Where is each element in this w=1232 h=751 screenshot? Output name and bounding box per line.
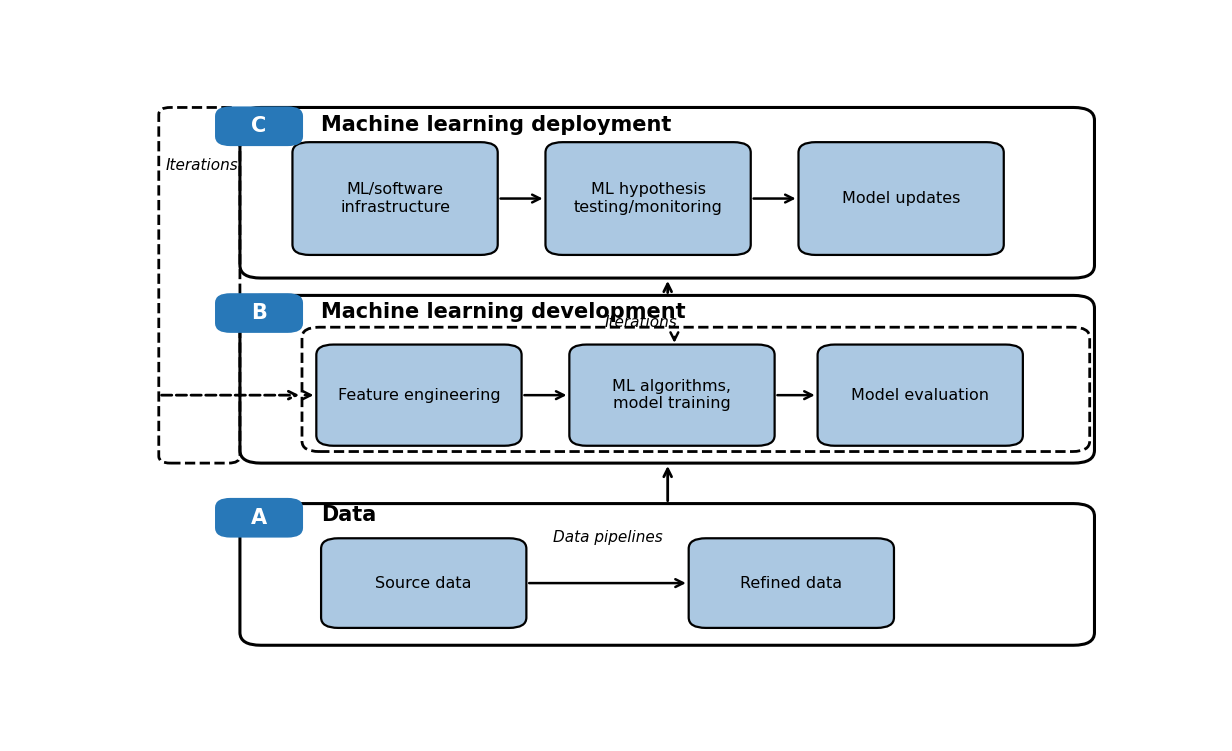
Text: Data pipelines: Data pipelines [553, 530, 663, 545]
Text: Data: Data [322, 505, 376, 525]
FancyBboxPatch shape [240, 295, 1094, 463]
Text: A: A [251, 508, 267, 528]
Text: Machine learning development: Machine learning development [322, 302, 686, 321]
FancyBboxPatch shape [818, 345, 1023, 446]
FancyBboxPatch shape [240, 107, 1094, 278]
Text: Refined data: Refined data [740, 575, 843, 590]
Text: ML algorithms,
model training: ML algorithms, model training [612, 379, 732, 412]
Text: Model updates: Model updates [841, 191, 960, 206]
Text: Model evaluation: Model evaluation [851, 388, 989, 403]
Text: ML/software
infrastructure: ML/software infrastructure [340, 182, 450, 215]
FancyBboxPatch shape [546, 142, 750, 255]
Text: Feature engineering: Feature engineering [338, 388, 500, 403]
FancyBboxPatch shape [569, 345, 775, 446]
FancyBboxPatch shape [216, 107, 302, 145]
Text: B: B [251, 303, 267, 323]
FancyBboxPatch shape [317, 345, 521, 446]
Text: Iterations: Iterations [605, 315, 678, 330]
FancyBboxPatch shape [216, 499, 302, 536]
Text: Iterations: Iterations [165, 158, 238, 173]
Text: C: C [251, 116, 266, 136]
Text: ML hypothesis
testing/monitoring: ML hypothesis testing/monitoring [574, 182, 722, 215]
Text: Source data: Source data [376, 575, 472, 590]
FancyBboxPatch shape [240, 504, 1094, 645]
FancyBboxPatch shape [322, 538, 526, 628]
FancyBboxPatch shape [216, 294, 302, 332]
Text: Machine learning deployment: Machine learning deployment [322, 115, 671, 135]
FancyBboxPatch shape [689, 538, 894, 628]
FancyBboxPatch shape [798, 142, 1004, 255]
FancyBboxPatch shape [292, 142, 498, 255]
